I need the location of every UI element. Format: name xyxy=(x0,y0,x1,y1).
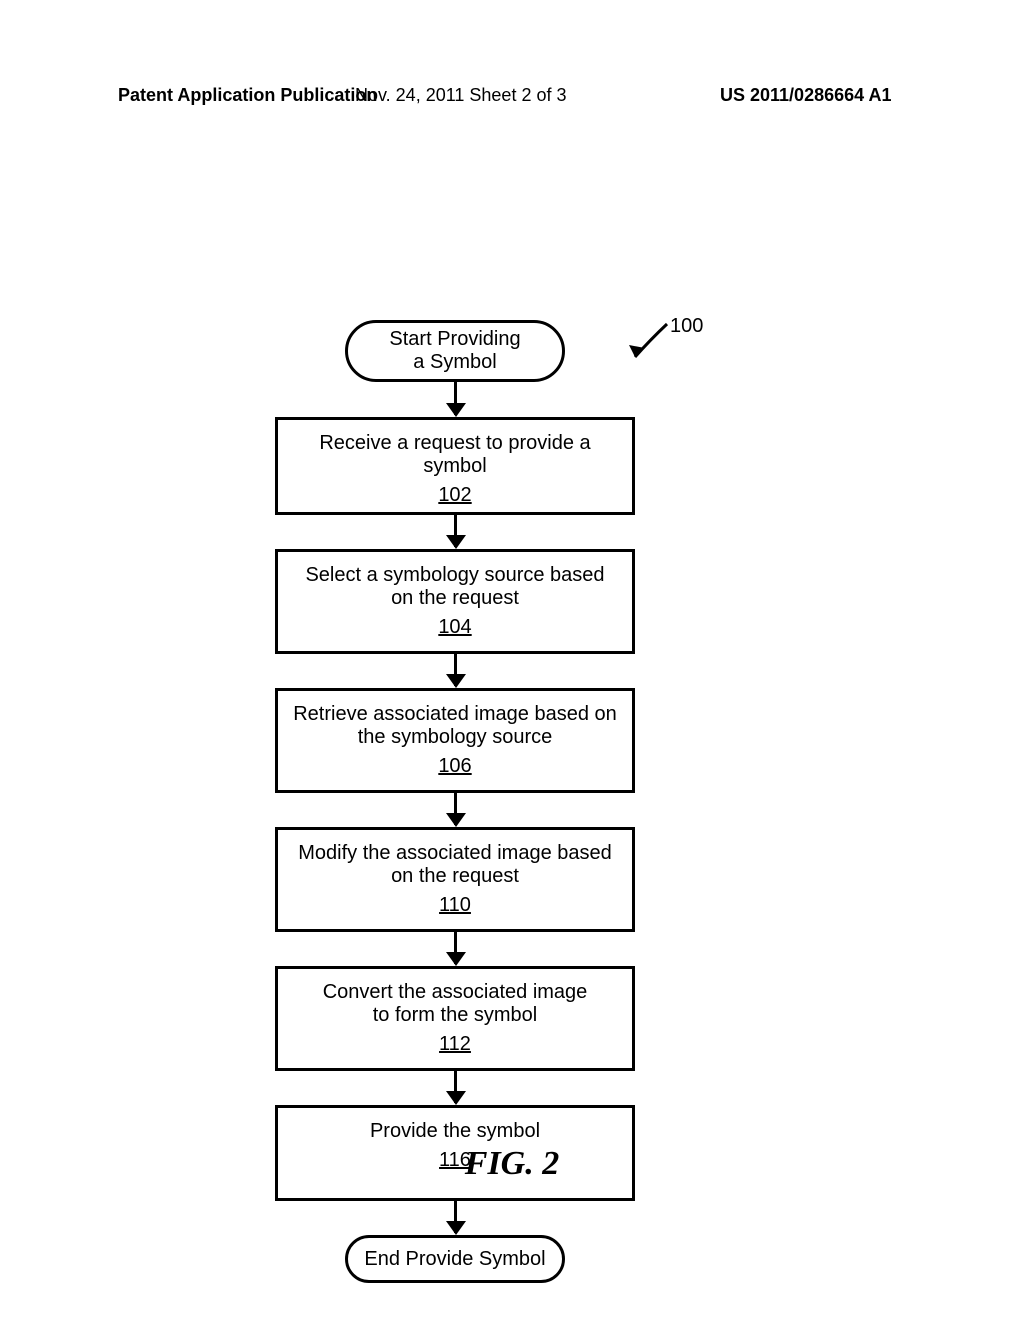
flow-arrow xyxy=(454,515,457,547)
header-center-text: Nov. 24, 2011 Sheet 2 of 3 xyxy=(355,85,566,106)
flow-node-text: Receive a request to provide a symbol xyxy=(288,432,622,478)
flow-node-ref: 110 xyxy=(288,894,622,917)
flow-arrow xyxy=(454,654,457,686)
flow-node-start: Start Providinga Symbol xyxy=(345,320,565,382)
flow-node-n110: Modify the associated image basedon the … xyxy=(275,827,635,932)
flow-node-ref: 104 xyxy=(288,616,622,639)
flow-arrow xyxy=(454,793,457,825)
flow-node-n106: Retrieve associated image based onthe sy… xyxy=(275,688,635,793)
flow-node-text: Convert the associated imageto form the … xyxy=(288,981,622,1027)
header-right-text: US 2011/0286664 A1 xyxy=(720,85,891,106)
flow-node-n112: Convert the associated imageto form the … xyxy=(275,966,635,1071)
ref-arrow-icon xyxy=(625,322,675,367)
header-left-text: Patent Application Publication xyxy=(118,85,377,106)
flow-arrow xyxy=(454,932,457,964)
flow-node-ref: 102 xyxy=(288,484,622,507)
flow-node-text: Retrieve associated image based onthe sy… xyxy=(288,703,622,749)
flow-node-text: Provide the symbol xyxy=(288,1120,622,1143)
diagram-ref-label: 100 xyxy=(670,315,703,338)
flow-arrow xyxy=(454,1201,457,1233)
figure-label: FIG. 2 xyxy=(0,1145,1024,1183)
flow-arrow xyxy=(454,1071,457,1103)
flow-node-n102: Receive a request to provide a symbol 102 xyxy=(275,417,635,515)
flowchart-diagram: 100 Start Providinga Symbol Receive a req… xyxy=(0,160,1024,1160)
flow-node-text: Modify the associated image basedon the … xyxy=(288,842,622,888)
flow-node-ref: 112 xyxy=(288,1033,622,1056)
flow-node-n104: Select a symbology source basedon the re… xyxy=(275,549,635,654)
flow-node-end: End Provide Symbol xyxy=(345,1235,565,1283)
flow-node-text: Select a symbology source basedon the re… xyxy=(288,564,622,610)
flow-arrow xyxy=(454,382,457,415)
flow-node-ref: 106 xyxy=(288,755,622,778)
